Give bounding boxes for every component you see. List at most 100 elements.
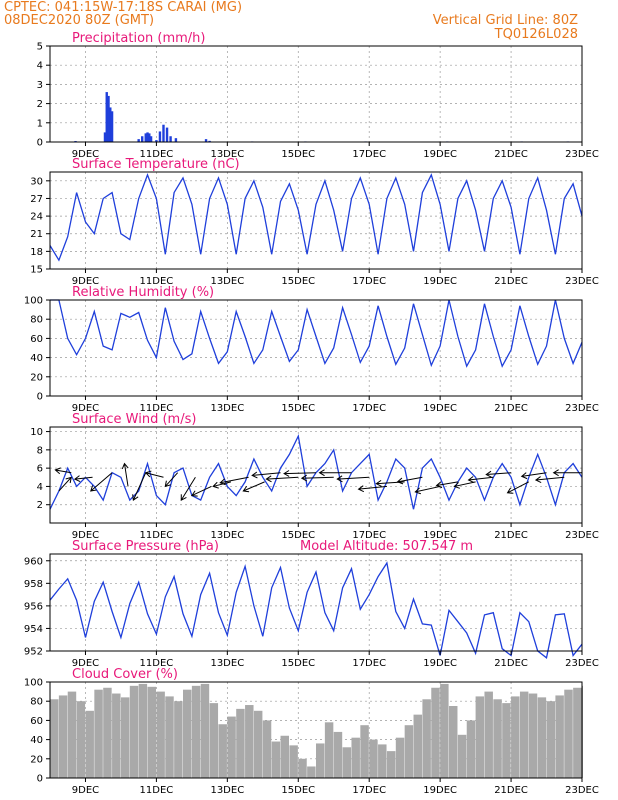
x-tick-label: 17DEC	[352, 658, 386, 669]
cloud-bar	[307, 766, 316, 778]
wind-arrow	[300, 474, 334, 482]
cloud-bar	[147, 686, 156, 778]
y-tick-label: 15	[30, 265, 43, 276]
cloud-bar	[227, 716, 236, 778]
wind-arrow	[336, 475, 370, 483]
humidity-panel: Relative Humidity (%) 0 20 40 60 80 100 9DEC 11…	[24, 285, 599, 414]
x-tick-label: 15DEC	[281, 530, 315, 541]
y-tick-label: 21	[30, 229, 43, 240]
wind-arrow	[144, 470, 164, 478]
wind-arrow	[283, 470, 317, 477]
wind-arrow	[375, 479, 405, 487]
y-tick-label: 4	[37, 61, 43, 72]
x-tick-label: 9DEC	[72, 785, 99, 796]
x-tick-label: 23DEC	[565, 149, 599, 160]
y-tick-label: 10	[30, 427, 43, 438]
precipitation-panel: Precipitation (mm/h) 0 1 2 3 4 5 9DEC 11DEC 13DE…	[37, 31, 599, 160]
cloud-bar	[103, 687, 112, 778]
wind-arrow	[453, 481, 476, 489]
y-tick-label: 956	[24, 601, 43, 612]
cloud-bar	[165, 696, 174, 778]
cloud-bar	[360, 725, 369, 778]
precip-bar	[208, 140, 211, 142]
cloud-bar	[484, 691, 493, 778]
humidity-title: Relative Humidity (%)	[72, 285, 214, 300]
press-series-line	[49, 561, 583, 659]
precip-bar	[155, 140, 158, 142]
x-tick-label: 15DEC	[281, 403, 315, 414]
grid-note-label: Vertical Grid Line: 80Z	[433, 13, 578, 28]
x-tick-label: 13DEC	[210, 785, 244, 796]
y-tick-label: 0	[37, 138, 43, 149]
cloud-bar	[156, 691, 165, 778]
y-tick-label: 60	[30, 334, 43, 345]
wind-arrow	[414, 485, 441, 495]
x-tick-label: 23DEC	[565, 403, 599, 414]
wind-arrow	[520, 472, 547, 480]
wind-arrow	[180, 477, 196, 501]
cloud-bar	[493, 699, 502, 778]
cloud-bar	[528, 693, 538, 778]
pressure-panel: Surface Pressure (hPa) Model Altitude: 5…	[24, 539, 599, 669]
y-tick-label: 8	[37, 445, 43, 456]
y-tick-label: 0	[37, 774, 43, 785]
precip-bar	[146, 132, 149, 142]
wind-series-line	[49, 434, 583, 510]
x-tick-label: 21DEC	[494, 658, 528, 669]
cloud-bar	[546, 701, 555, 778]
x-tick-label: 17DEC	[352, 403, 386, 414]
x-tick-label: 21DEC	[494, 785, 528, 796]
x-tick-label: 23DEC	[565, 785, 599, 796]
x-tick-label: 15DEC	[281, 276, 315, 287]
run-label: 08DEC2020 80Z (GMT)	[4, 13, 154, 28]
cloud-bar	[351, 737, 360, 778]
y-tick-label: 2	[37, 99, 43, 110]
cloud-bar	[413, 714, 422, 778]
x-tick-label: 21DEC	[494, 403, 528, 414]
y-tick-label: 20	[30, 372, 43, 383]
precip-bar	[162, 124, 165, 142]
x-tick-label: 13DEC	[210, 658, 244, 669]
model-label: TQ0126L028	[494, 27, 578, 42]
wind-arrow	[121, 462, 129, 487]
wind-arrow	[73, 475, 93, 483]
precip-bar	[169, 136, 172, 142]
wind-arrow	[467, 476, 494, 483]
precip-bar	[158, 131, 162, 142]
cloud-bar	[58, 695, 68, 778]
wind-arrow	[54, 467, 72, 475]
rh-series-line	[50, 299, 583, 368]
precip-bar	[103, 132, 107, 142]
cloud-bar	[369, 739, 378, 778]
precipitation-title: Precipitation (mm/h)	[72, 31, 205, 46]
y-tick-label: 80	[30, 315, 43, 326]
cloud-bar	[94, 689, 103, 778]
wind-panel: Surface Wind (m/s) 2 4 6 8 10 9DEC 11DEC 13DEC 1…	[30, 412, 599, 541]
cloud-bar	[395, 737, 405, 778]
cloud-bar	[129, 685, 139, 778]
y-tick-label: 4	[37, 482, 43, 493]
cloud-bar	[404, 725, 414, 778]
temp-frame	[49, 171, 583, 270]
cloud-bar	[324, 722, 334, 778]
cloud-bar	[519, 691, 529, 778]
precip-bar	[141, 136, 144, 142]
cloud-bar	[112, 693, 121, 778]
wind-arrow	[318, 469, 352, 477]
cloud-bar	[200, 683, 210, 778]
y-tick-label: 30	[30, 176, 43, 187]
x-tick-label: 15DEC	[281, 149, 315, 160]
cloud-frame	[49, 681, 583, 779]
y-tick-label: 24	[30, 212, 43, 223]
x-tick-label: 21DEC	[494, 530, 528, 541]
x-tick-label: 11DEC	[140, 149, 174, 160]
x-tick-label: 11DEC	[140, 658, 174, 669]
pressure-title: Surface Pressure (hPa)	[72, 539, 219, 554]
wind-arrow	[132, 472, 147, 502]
cloud-bar	[333, 731, 343, 778]
wind-arrow	[265, 475, 299, 483]
y-tick-label: 40	[30, 353, 43, 364]
cloud-bar	[289, 745, 298, 778]
cloud-bar	[236, 708, 245, 778]
y-tick-label: 80	[30, 697, 43, 708]
